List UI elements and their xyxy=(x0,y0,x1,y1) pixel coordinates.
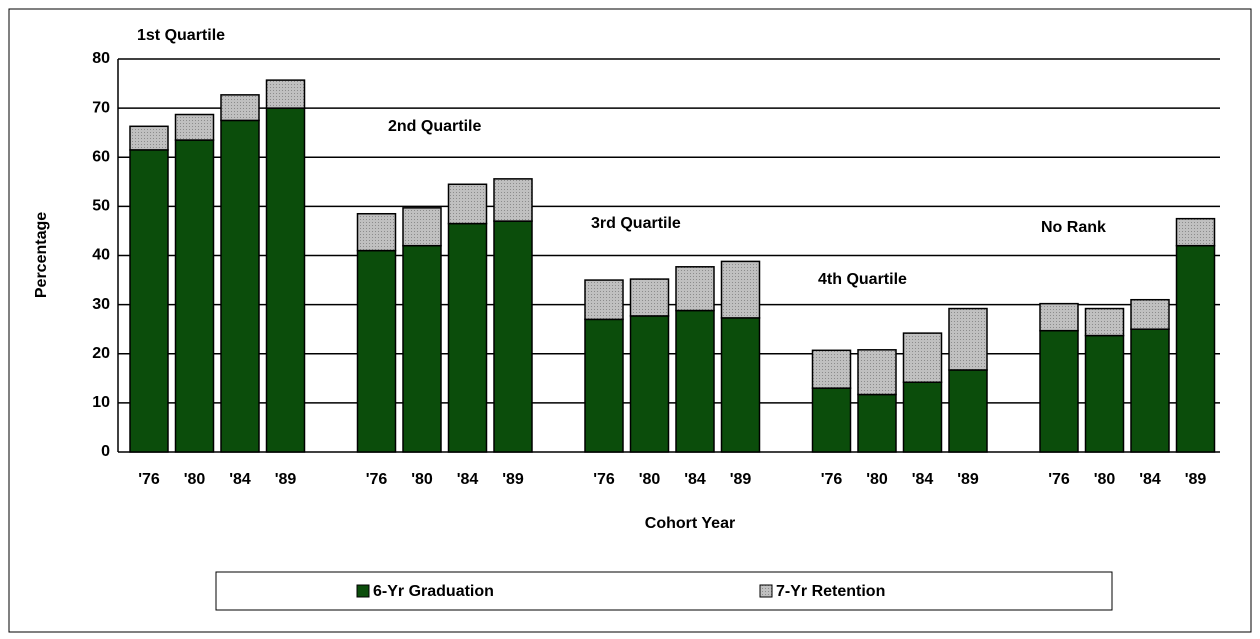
group-label: 4th Quartile xyxy=(818,271,907,288)
bar-segment xyxy=(902,332,943,383)
bar-segment xyxy=(402,244,442,453)
bar-segment xyxy=(447,183,488,225)
bar-segment xyxy=(902,381,943,453)
legend xyxy=(215,571,1113,611)
bar-segment xyxy=(129,149,169,453)
bar-segment xyxy=(584,279,624,321)
x-tick-label: '89 xyxy=(730,471,752,488)
y-tick-label: 0 xyxy=(101,443,110,460)
y-tick-label: 80 xyxy=(92,50,110,67)
bar-segment xyxy=(948,307,988,371)
group-label: 2nd Quartile xyxy=(388,118,481,135)
bar-segment xyxy=(1175,217,1216,247)
y-tick-label: 50 xyxy=(92,198,110,215)
x-tick-label: '76 xyxy=(366,471,388,488)
bar-segment xyxy=(675,309,715,453)
x-tick-label: '80 xyxy=(184,471,206,488)
group-label: 1st Quartile xyxy=(137,27,225,44)
bar-segment xyxy=(720,317,761,453)
x-tick-label: '76 xyxy=(1048,471,1070,488)
x-tick-label: '80 xyxy=(866,471,888,488)
x-tick-label: '89 xyxy=(957,471,979,488)
bar-segment xyxy=(857,349,897,396)
bar-segment xyxy=(675,266,715,312)
bar-segment xyxy=(1175,244,1216,453)
x-tick-label: '84 xyxy=(229,471,251,488)
bar-segment xyxy=(629,278,670,317)
y-axis-label: Percentage xyxy=(33,212,50,298)
bar-segment xyxy=(174,113,215,141)
bar-segment xyxy=(1084,307,1125,337)
bar-segment xyxy=(811,387,852,453)
y-tick-label: 60 xyxy=(92,148,110,165)
bar-segment xyxy=(493,220,533,453)
bar-segment xyxy=(720,260,761,319)
x-tick-label: '80 xyxy=(1094,471,1116,488)
y-tick-label: 30 xyxy=(92,296,110,313)
bar-segment xyxy=(1039,302,1079,332)
x-tick-label: '80 xyxy=(411,471,433,488)
x-tick-label: '84 xyxy=(1139,471,1161,488)
legend-label: 6-Yr Graduation xyxy=(373,583,494,600)
x-tick-label: '89 xyxy=(1185,471,1207,488)
group-label: No Rank xyxy=(1041,219,1106,236)
y-tick-label: 10 xyxy=(92,394,110,411)
bar-segment xyxy=(948,369,988,453)
bar-segment xyxy=(1084,334,1125,453)
bar-segment xyxy=(629,315,670,453)
x-tick-label: '84 xyxy=(684,471,706,488)
x-tick-label: '89 xyxy=(275,471,297,488)
bar-segment xyxy=(857,393,897,453)
x-tick-label: '76 xyxy=(138,471,160,488)
bar-segment xyxy=(447,222,488,453)
bar-segment xyxy=(129,125,169,151)
bar-segment xyxy=(220,119,260,453)
x-axis-label: Cohort Year xyxy=(645,515,735,532)
y-tick-label: 40 xyxy=(92,247,110,264)
bar-segment xyxy=(1039,329,1079,453)
bar-segment xyxy=(174,139,215,453)
bar-segment xyxy=(356,212,397,252)
x-tick-label: '76 xyxy=(593,471,615,488)
bar-segment xyxy=(220,94,260,122)
group-label: 3rd Quartile xyxy=(591,215,681,232)
legend-label: 7-Yr Retention xyxy=(776,583,885,600)
bar-segment xyxy=(265,79,306,109)
x-tick-label: '89 xyxy=(502,471,524,488)
y-tick-label: 70 xyxy=(92,99,110,116)
bar-segment xyxy=(1130,328,1170,453)
bar-segment xyxy=(402,207,442,247)
bar-segment xyxy=(493,178,533,222)
x-tick-label: '76 xyxy=(821,471,843,488)
bar-segment xyxy=(356,249,397,453)
bar-segment xyxy=(811,349,852,389)
x-tick-label: '80 xyxy=(639,471,661,488)
bar-segment xyxy=(584,318,624,453)
legend-swatch xyxy=(356,584,370,598)
y-tick-label: 20 xyxy=(92,345,110,362)
legend-swatch xyxy=(759,584,773,598)
x-tick-label: '84 xyxy=(457,471,479,488)
bar-segment xyxy=(1130,298,1170,330)
x-tick-label: '84 xyxy=(912,471,934,488)
bar-segment xyxy=(265,107,306,453)
